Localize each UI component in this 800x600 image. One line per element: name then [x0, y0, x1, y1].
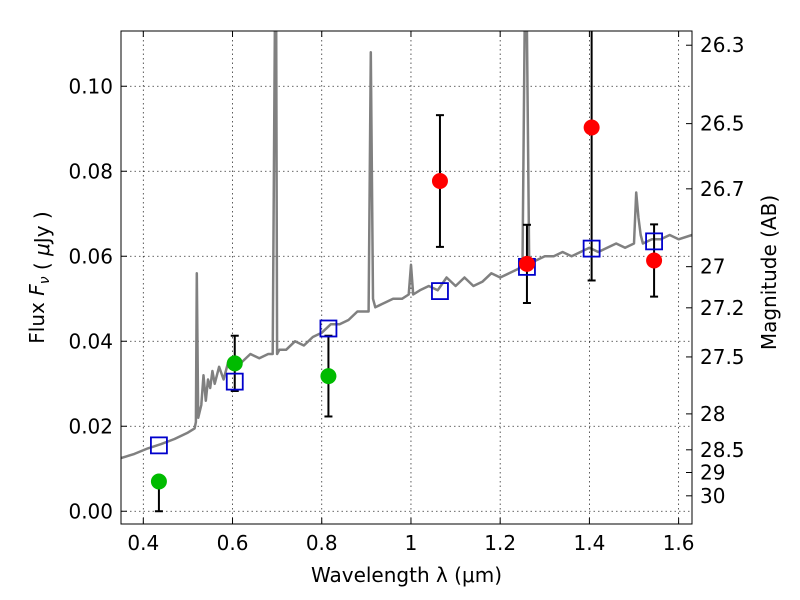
y-axis-ticks: 0.00 0.02 0.04 0.06 0.08 0.10: [68, 74, 127, 523]
error-bars: [154, 31, 659, 513]
magnitude-tick-label: 26.3: [700, 33, 745, 57]
model-point: [431, 282, 449, 301]
x-tick-label: 1: [405, 531, 418, 555]
y-tick-label: 0.10: [68, 74, 113, 98]
magnitude-tick-label: 30: [700, 484, 725, 508]
y-axis-title-part: ν: [37, 276, 53, 284]
x-axis-ticks: 0.4 0.6 0.8 1 1.2 1.4 1.6: [127, 31, 695, 555]
spectrum-series: [121, 31, 692, 460]
model-point: [582, 239, 601, 258]
y-axis-title-part: Flux: [25, 296, 49, 344]
y-tick-label: 0.04: [68, 329, 113, 353]
x-axis-title: Wavelength λ (μm): [311, 563, 502, 587]
grid-lines: [121, 31, 692, 524]
x-tick-label: 1.4: [573, 531, 605, 555]
y-axis-title-part: F: [25, 284, 49, 296]
model-point: [319, 319, 338, 338]
magnitude-tick-label: 27.2: [700, 296, 745, 320]
y-axis-title-part: μ: [30, 243, 54, 257]
magnitude-tick-label: 26.7: [700, 177, 745, 201]
observed-point-red: [646, 252, 663, 269]
x-tick-label: 0.8: [306, 531, 338, 555]
model-point: [645, 232, 663, 251]
model-points-series: [150, 232, 663, 455]
observed-point-green: [150, 473, 167, 490]
y-axis-title-part: Jy ): [30, 211, 54, 245]
observed-point-green: [226, 355, 243, 372]
magnitude-tick-label: 28: [700, 402, 725, 426]
model-point: [225, 372, 244, 391]
magnitude-tick-label: 28.5: [700, 438, 745, 462]
magnitude-tick-label: 27: [700, 255, 725, 279]
observed-point-red: [518, 255, 535, 272]
x-tick-label: 1.2: [484, 531, 516, 555]
plot-frame: [120, 30, 693, 525]
y-tick-label: 0.02: [68, 414, 113, 438]
magnitude-tick-label: 27.5: [700, 345, 745, 369]
x-tick-label: 1.6: [663, 531, 695, 555]
right-axis-title: Magnitude (AB): [757, 195, 781, 350]
y-tick-label: 0.00: [68, 499, 113, 523]
y-tick-label: 0.06: [68, 244, 113, 268]
x-tick-label: 0.4: [127, 531, 159, 555]
y-axis-title: Flux Fν ( μJy ): [25, 211, 54, 343]
spectrum-line: [121, 31, 692, 460]
y-axis-title-part: (: [30, 256, 54, 277]
model-point: [150, 436, 168, 455]
y-tick-label: 0.08: [68, 159, 113, 183]
magnitude-tick-label: 29: [700, 460, 725, 484]
x-tick-label: 0.6: [217, 531, 249, 555]
observed-point-red: [431, 173, 448, 190]
observed-points-series: [150, 119, 663, 490]
observed-point-green: [320, 368, 337, 385]
magnitude-tick-label: 26.5: [700, 112, 745, 136]
observed-point-red: [583, 119, 600, 136]
